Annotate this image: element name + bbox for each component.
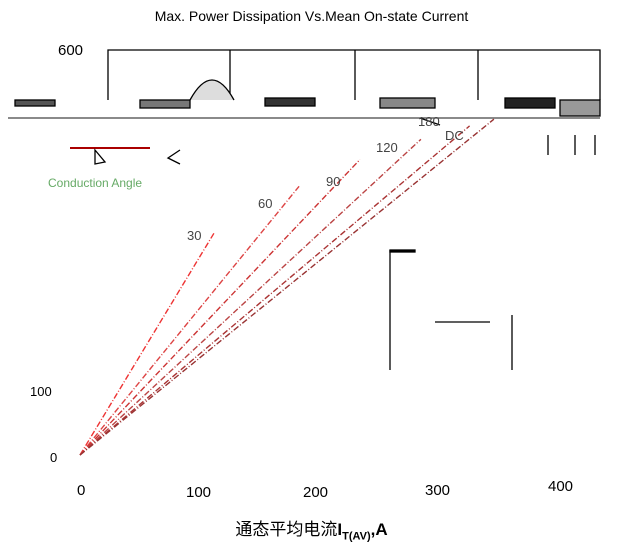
curve-label-180: 180 — [418, 114, 440, 129]
series-line-90 — [79, 159, 361, 456]
curve-label-90: 90 — [326, 174, 341, 189]
x-axis-label-unit: ,A — [370, 520, 388, 539]
inset-label: Conduction Angle — [48, 176, 143, 190]
x-tick-100: 100 — [186, 484, 212, 501]
x-axis-label-symbol: I — [337, 520, 343, 539]
y-tick-100: 100 — [30, 384, 52, 399]
x-tick-200: 200 — [303, 484, 329, 501]
waveform-inset — [8, 49, 601, 370]
chart-title: Max. Power Dissipation Vs.Mean On-state … — [154, 8, 469, 24]
series-line-60 — [79, 185, 300, 456]
x-axis-label: 通态平均电流IT(AV),A — [0, 515, 623, 542]
y-tick-600: 600 — [58, 42, 84, 59]
curve-label-30: 30 — [187, 228, 202, 243]
series-line-120 — [79, 138, 422, 456]
curve-label-120: 120 — [376, 140, 398, 155]
x-axis-label-subscript: T(AV) — [342, 530, 371, 542]
x-axis-label-text: 通态平均电流 — [235, 520, 338, 540]
y-tick-0: 0 — [50, 450, 58, 465]
series-line-dc — [79, 118, 495, 456]
x-tick-300: 300 — [425, 482, 451, 499]
curve-label-dc: DC — [445, 128, 464, 143]
series-line-30 — [79, 232, 215, 456]
series-group — [79, 118, 495, 456]
curve-label-60: 60 — [258, 196, 273, 211]
series-line-180 — [79, 125, 471, 456]
x-tick-400: 400 — [548, 478, 574, 495]
x-tick-0: 0 — [77, 482, 86, 499]
